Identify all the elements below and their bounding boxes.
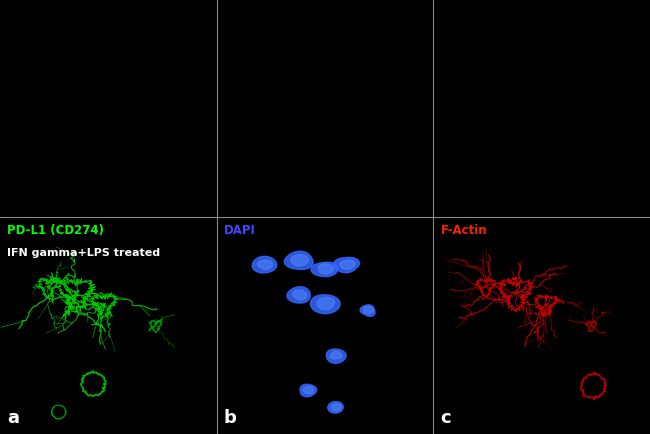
Polygon shape [340,260,355,270]
Polygon shape [311,262,338,276]
Polygon shape [258,260,272,270]
Polygon shape [317,297,335,310]
Polygon shape [291,255,308,266]
Polygon shape [287,287,310,303]
Text: c: c [441,409,451,427]
Polygon shape [332,404,341,411]
Text: PD-L1 (CD274): PD-L1 (CD274) [7,224,104,237]
Text: DAPI: DAPI [224,224,255,237]
Polygon shape [300,384,317,397]
Polygon shape [330,351,342,359]
Polygon shape [328,401,343,413]
Polygon shape [318,264,333,274]
Text: a: a [7,409,19,427]
Polygon shape [284,251,313,270]
Polygon shape [252,256,277,273]
Polygon shape [326,349,346,363]
Polygon shape [292,290,307,300]
Polygon shape [360,305,375,316]
Polygon shape [303,387,313,394]
Text: F-Actin: F-Actin [441,224,487,237]
Polygon shape [311,295,340,314]
Text: b: b [224,409,237,427]
Text: IFN gamma+LPS treated: IFN gamma+LPS treated [7,248,161,258]
Polygon shape [363,306,373,314]
Polygon shape [333,257,359,273]
